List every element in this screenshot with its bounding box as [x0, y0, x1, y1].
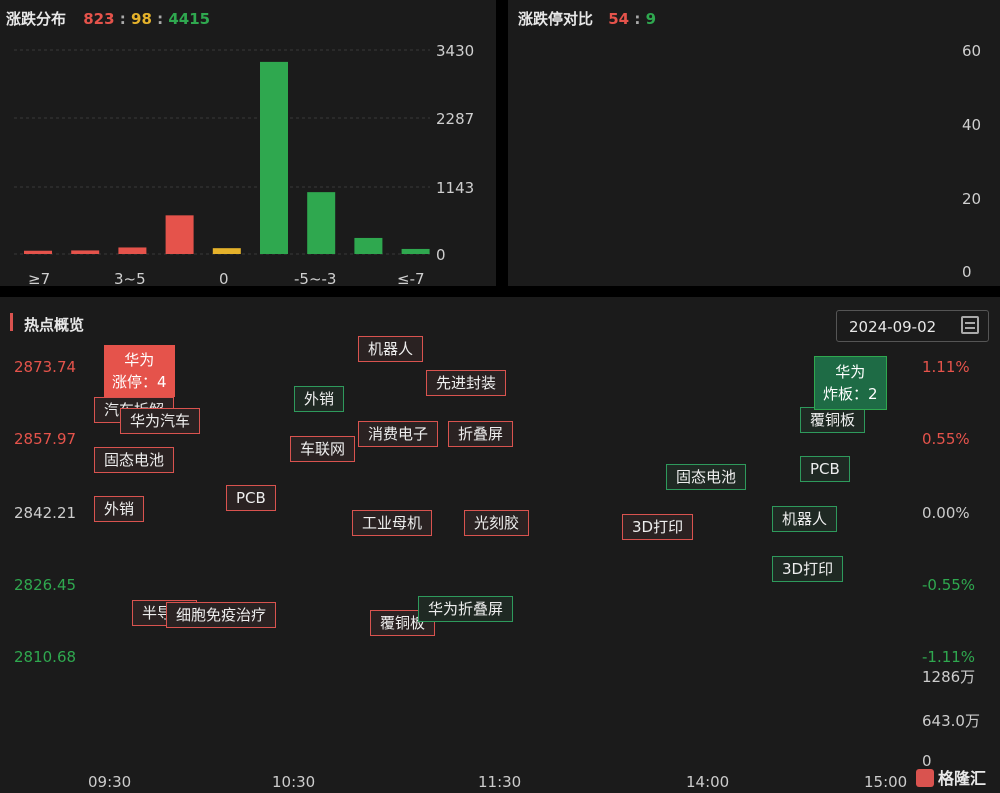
- dist-xtick: ≥7: [28, 270, 51, 288]
- volume-axis-label: 0: [922, 752, 932, 770]
- limit-down-count: 9: [645, 10, 657, 28]
- price-axis-label: 2857.97: [14, 430, 77, 448]
- pct-axis-label: 0.00%: [922, 504, 970, 522]
- dist-xtick: ≤-7: [397, 270, 425, 288]
- calendar-icon[interactable]: [961, 316, 979, 334]
- dist-xtick: -5~-3: [294, 270, 337, 288]
- hot-tag[interactable]: 折叠屏: [448, 421, 514, 447]
- dist-xtick: 3~5: [114, 270, 146, 288]
- bubble-up-line2: 涨停：4: [112, 373, 167, 391]
- hot-tag[interactable]: 覆铜板: [800, 407, 866, 433]
- brand-logo: 格隆汇: [916, 765, 986, 789]
- dist-xtick: 0: [219, 270, 229, 288]
- pct-axis-label: 0.55%: [922, 430, 970, 448]
- hot-tag[interactable]: 车联网: [290, 436, 356, 462]
- time-tick: 14:00: [686, 773, 730, 791]
- limit-title-row: 涨跌停对比 54 : 9: [518, 10, 657, 28]
- hot-title: 热点概览: [24, 316, 85, 334]
- price-axis-label: 2842.21: [14, 504, 77, 522]
- hot-tag[interactable]: 光刻胶: [464, 510, 530, 536]
- dist-down-count: 4415: [168, 10, 211, 28]
- hot-tag[interactable]: 华为折叠屏: [418, 596, 514, 622]
- hot-tag[interactable]: 固态电池: [666, 464, 747, 490]
- volume-axis-label: 643.0万: [922, 712, 980, 730]
- hot-tag[interactable]: 覆铜板: [370, 610, 436, 636]
- limit-title: 涨跌停对比: [518, 10, 594, 28]
- limit-ytick: 40: [962, 116, 982, 134]
- pct-axis-label: 1.11%: [922, 358, 970, 376]
- dist-ytick: 0: [436, 246, 446, 264]
- price-axis-label: 2810.68: [14, 648, 77, 666]
- hot-tag[interactable]: 3D打印: [772, 556, 844, 582]
- limit-up-count: 54: [608, 10, 630, 28]
- bubble-dn-line2: 炸板：2: [823, 385, 878, 403]
- logo-text: 格隆汇: [938, 769, 987, 788]
- time-tick: 15:00: [864, 773, 908, 791]
- title-accent-bar: [10, 313, 13, 331]
- hot-tag[interactable]: 细胞免疫治疗: [166, 602, 277, 628]
- dist-panel: 涨跌分布 823 : 98 : 4415 3430 2287 1143 0 ≥7…: [0, 0, 496, 288]
- hot-tag[interactable]: 3D打印: [622, 514, 694, 540]
- hot-tag[interactable]: 华为汽车: [120, 408, 201, 434]
- logo-icon: [916, 769, 934, 787]
- price-axis-label: 2873.74: [14, 358, 77, 376]
- pct-axis-label: -1.11%: [922, 648, 976, 666]
- pct-axis-label: -0.55%: [922, 576, 976, 594]
- dist-title: 涨跌分布: [6, 10, 67, 28]
- hot-tag[interactable]: 机器人: [772, 506, 838, 532]
- limit-ytick: 60: [962, 42, 982, 60]
- hot-tag[interactable]: 固态电池: [94, 447, 175, 473]
- hot-tag[interactable]: PCB: [226, 485, 276, 511]
- hot-tag[interactable]: 消费电子: [358, 421, 439, 447]
- limit-break-bubble[interactable]: 华为 炸板：2: [814, 356, 887, 410]
- bubble-dn-line1: 华为: [835, 363, 866, 381]
- dist-flat-count: 98: [131, 10, 152, 28]
- bubble-up-line1: 华为: [124, 351, 155, 369]
- date-picker[interactable]: 2024-09-02: [836, 310, 989, 342]
- time-tick: 11:30: [478, 773, 522, 791]
- hot-tag[interactable]: 外销: [94, 496, 145, 522]
- limit-panel: 涨跌停对比 54 : 9 60 40 20 0: [508, 0, 1000, 286]
- price-axis-label: 2826.45: [14, 576, 77, 594]
- hot-tag[interactable]: 外销: [294, 386, 345, 412]
- hot-tag[interactable]: 工业母机: [352, 510, 433, 536]
- volume-axis-label: 1286万: [922, 668, 976, 686]
- dist-up-count: 823: [83, 10, 115, 28]
- hot-tag[interactable]: 先进封装: [426, 370, 507, 396]
- time-tick: 10:30: [272, 773, 316, 791]
- limit-ytick: 0: [962, 263, 972, 281]
- dist-ytick: 2287: [436, 110, 475, 128]
- limit-ytick: 20: [962, 190, 982, 208]
- date-value: 2024-09-02: [849, 318, 937, 336]
- dist-ytick: 3430: [436, 42, 475, 60]
- time-tick: 09:30: [88, 773, 132, 791]
- dist-title-row: 涨跌分布 823 : 98 : 4415: [6, 10, 211, 28]
- hot-tag[interactable]: PCB: [800, 456, 850, 482]
- dist-ytick: 1143: [436, 179, 475, 197]
- hot-tag[interactable]: 机器人: [358, 336, 424, 362]
- limit-up-bubble[interactable]: 华为 涨停：4: [104, 345, 175, 397]
